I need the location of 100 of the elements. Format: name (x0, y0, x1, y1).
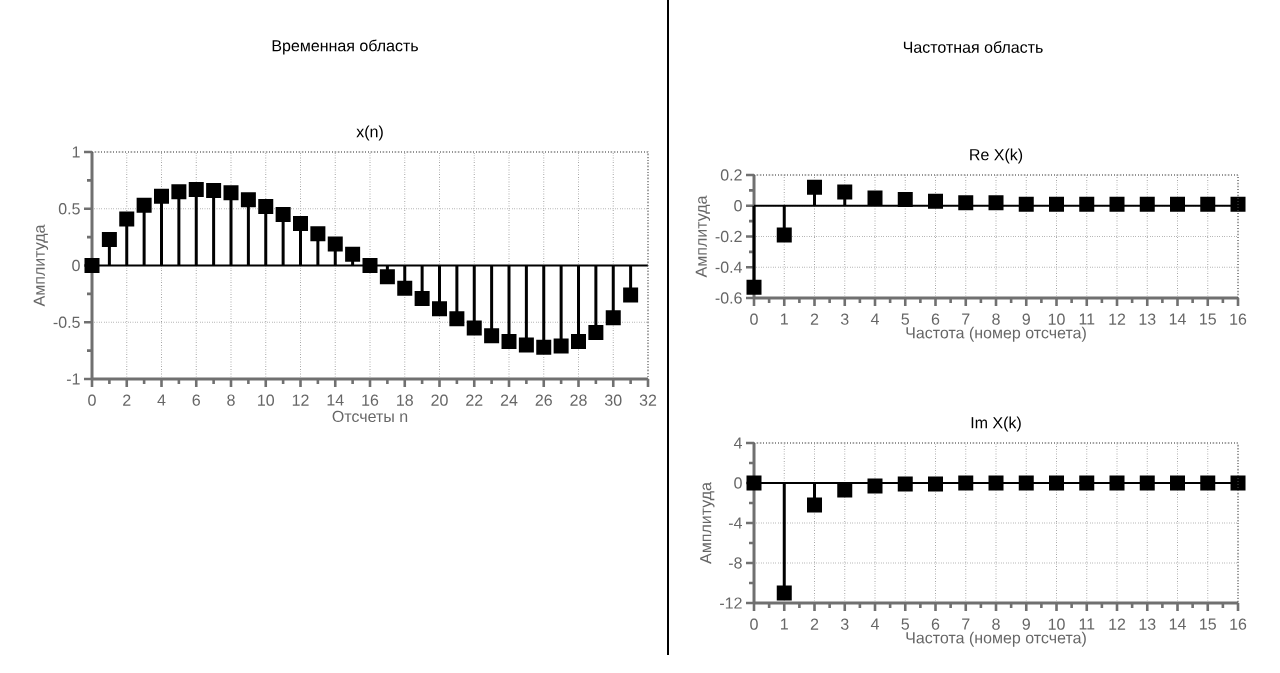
x-tick-label: 6 (931, 313, 940, 325)
point (1230, 475, 1246, 491)
point (867, 190, 883, 206)
point (293, 216, 308, 231)
x-tick-label: 14 (327, 394, 344, 406)
x-tick-label: 7 (962, 618, 970, 630)
point (988, 475, 1004, 491)
point (1170, 196, 1186, 212)
x-tick-label: 16 (362, 394, 379, 406)
x-tick-label: 24 (500, 394, 518, 406)
y-tick-label: -4 (728, 517, 742, 529)
point (571, 334, 586, 350)
point (327, 236, 343, 252)
point (379, 269, 395, 285)
x-tick-label: 10 (258, 394, 275, 406)
x-tick-label: 26 (535, 394, 552, 406)
point (1079, 196, 1095, 212)
point (867, 478, 883, 494)
x-tick-label: 3 (840, 313, 849, 325)
x-tick-label: 2 (810, 618, 819, 630)
point (101, 231, 117, 247)
chart-title: Im X(k) (971, 416, 1021, 432)
chart-title: Re X(k) (970, 148, 1023, 164)
point (310, 226, 326, 242)
point (746, 475, 762, 491)
text: Временная область (272, 39, 418, 55)
point (275, 206, 291, 222)
point (958, 195, 974, 211)
x-tick-label: 1 (781, 618, 788, 630)
point (588, 324, 604, 340)
y-tick-label: -0.4 (715, 261, 742, 273)
x-tick-label: 0 (750, 313, 758, 325)
y-tick-label: -0.5 (53, 316, 80, 328)
point (414, 290, 430, 306)
y-tick-label: 1 (72, 146, 80, 158)
point (223, 185, 239, 201)
y-tick-label: 0.5 (58, 203, 80, 215)
point (258, 198, 274, 214)
point (1049, 196, 1065, 212)
point (1170, 475, 1186, 491)
x-axis-title: Частота (номер отсчета) (906, 631, 1086, 647)
point (1109, 475, 1125, 491)
point (397, 280, 413, 296)
x-tick-label: 7 (962, 313, 970, 325)
point (1049, 475, 1065, 491)
point (553, 338, 569, 354)
x-tick-label: 8 (992, 618, 1000, 630)
point (466, 320, 482, 336)
x-tick-label: 13 (1139, 618, 1156, 630)
x-tick-label: 30 (604, 394, 622, 406)
point (449, 311, 465, 327)
x-tick-label: 16 (1230, 313, 1247, 325)
y-axis-title: Амплитуда (33, 224, 49, 307)
point (119, 211, 135, 227)
point (1109, 196, 1125, 212)
text: Частотная область (903, 41, 1043, 53)
x-tick-label: 10 (1048, 618, 1065, 630)
point (518, 337, 534, 353)
chart-title: x(n) (356, 125, 383, 141)
x-tick-label: 16 (1230, 618, 1247, 630)
y-tick-label: -8 (728, 557, 742, 569)
point (1139, 196, 1155, 212)
point (84, 258, 100, 273)
point (171, 184, 187, 200)
y-tick-label: -1 (66, 373, 80, 385)
x-tick-label: 2 (810, 313, 819, 325)
point (188, 181, 204, 197)
x-tick-label: 6 (931, 618, 940, 630)
point (362, 258, 378, 273)
point (154, 188, 169, 204)
x-tick-label: 5 (901, 313, 910, 325)
x-tick-label: 2 (123, 394, 131, 406)
x-tick-label: 4 (870, 618, 879, 630)
x-tick-label: 0 (88, 394, 96, 406)
point (897, 476, 913, 492)
point (837, 184, 853, 200)
point (501, 334, 517, 350)
x-tick-label: 32 (639, 394, 657, 406)
x-tick-label: 13 (1139, 313, 1156, 325)
x-tick-label: 3 (840, 618, 849, 630)
x-tick-label: 6 (192, 394, 200, 406)
y-axis-title: Амплитуда (695, 195, 711, 278)
y-tick-label: -0.6 (715, 292, 742, 304)
y-tick-label: -0.2 (715, 230, 742, 243)
point (928, 193, 944, 209)
point (958, 475, 974, 491)
point (536, 339, 552, 355)
x-tick-label: 28 (570, 394, 587, 406)
y-tick-label: 0 (734, 200, 742, 212)
x-tick-label: 22 (466, 394, 483, 406)
x-axis-title: Отсчеты n (332, 410, 408, 423)
point (988, 195, 1004, 211)
x-tick-label: 11 (1079, 618, 1095, 630)
x-tick-label: 1 (781, 313, 788, 325)
y-tick-label: 0 (734, 477, 742, 489)
x-tick-label: 20 (431, 394, 448, 406)
point (807, 497, 823, 513)
point (484, 328, 500, 344)
point (1079, 475, 1095, 491)
point (206, 183, 222, 199)
